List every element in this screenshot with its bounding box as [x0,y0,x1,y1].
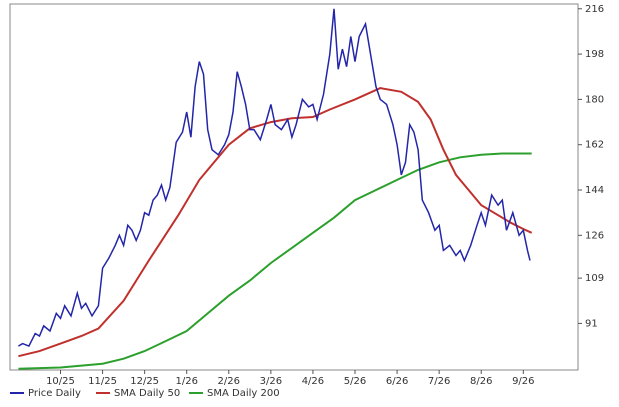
x-tick-label: 12/25 [130,376,159,387]
x-tick-label: 10/25 [46,376,75,387]
y-tick-label: 216 [585,4,604,15]
y-tick-label: 91 [585,318,598,329]
y-tick-label: 180 [585,94,604,105]
legend-label: SMA Daily 50 [114,388,180,399]
series-line [18,8,531,348]
x-tick-label: 11/25 [88,376,117,387]
x-tick-label: 1/26 [175,376,197,387]
x-tick-label: 5/26 [344,376,366,387]
x-tick-label: 7/26 [428,376,450,387]
legend-label: SMA Daily 200 [207,388,280,399]
series-line [18,152,532,370]
x-tick-label: 9/26 [512,376,534,387]
plot-frame [9,3,579,371]
legend-label: Price Daily [28,388,81,399]
y-tick-label: 162 [585,140,604,151]
y-tick-label: 198 [585,49,604,60]
x-tick-label: 6/26 [386,376,408,387]
x-tick-label: 3/26 [260,376,282,387]
series-line [18,87,533,358]
x-tick-label: 8/26 [470,376,492,387]
y-tick-label: 126 [585,230,604,241]
y-tick-label: 144 [585,185,604,196]
x-tick-label: 2/26 [218,376,240,387]
x-tick-label: 4/26 [302,376,324,387]
y-tick-label: 109 [585,273,604,284]
